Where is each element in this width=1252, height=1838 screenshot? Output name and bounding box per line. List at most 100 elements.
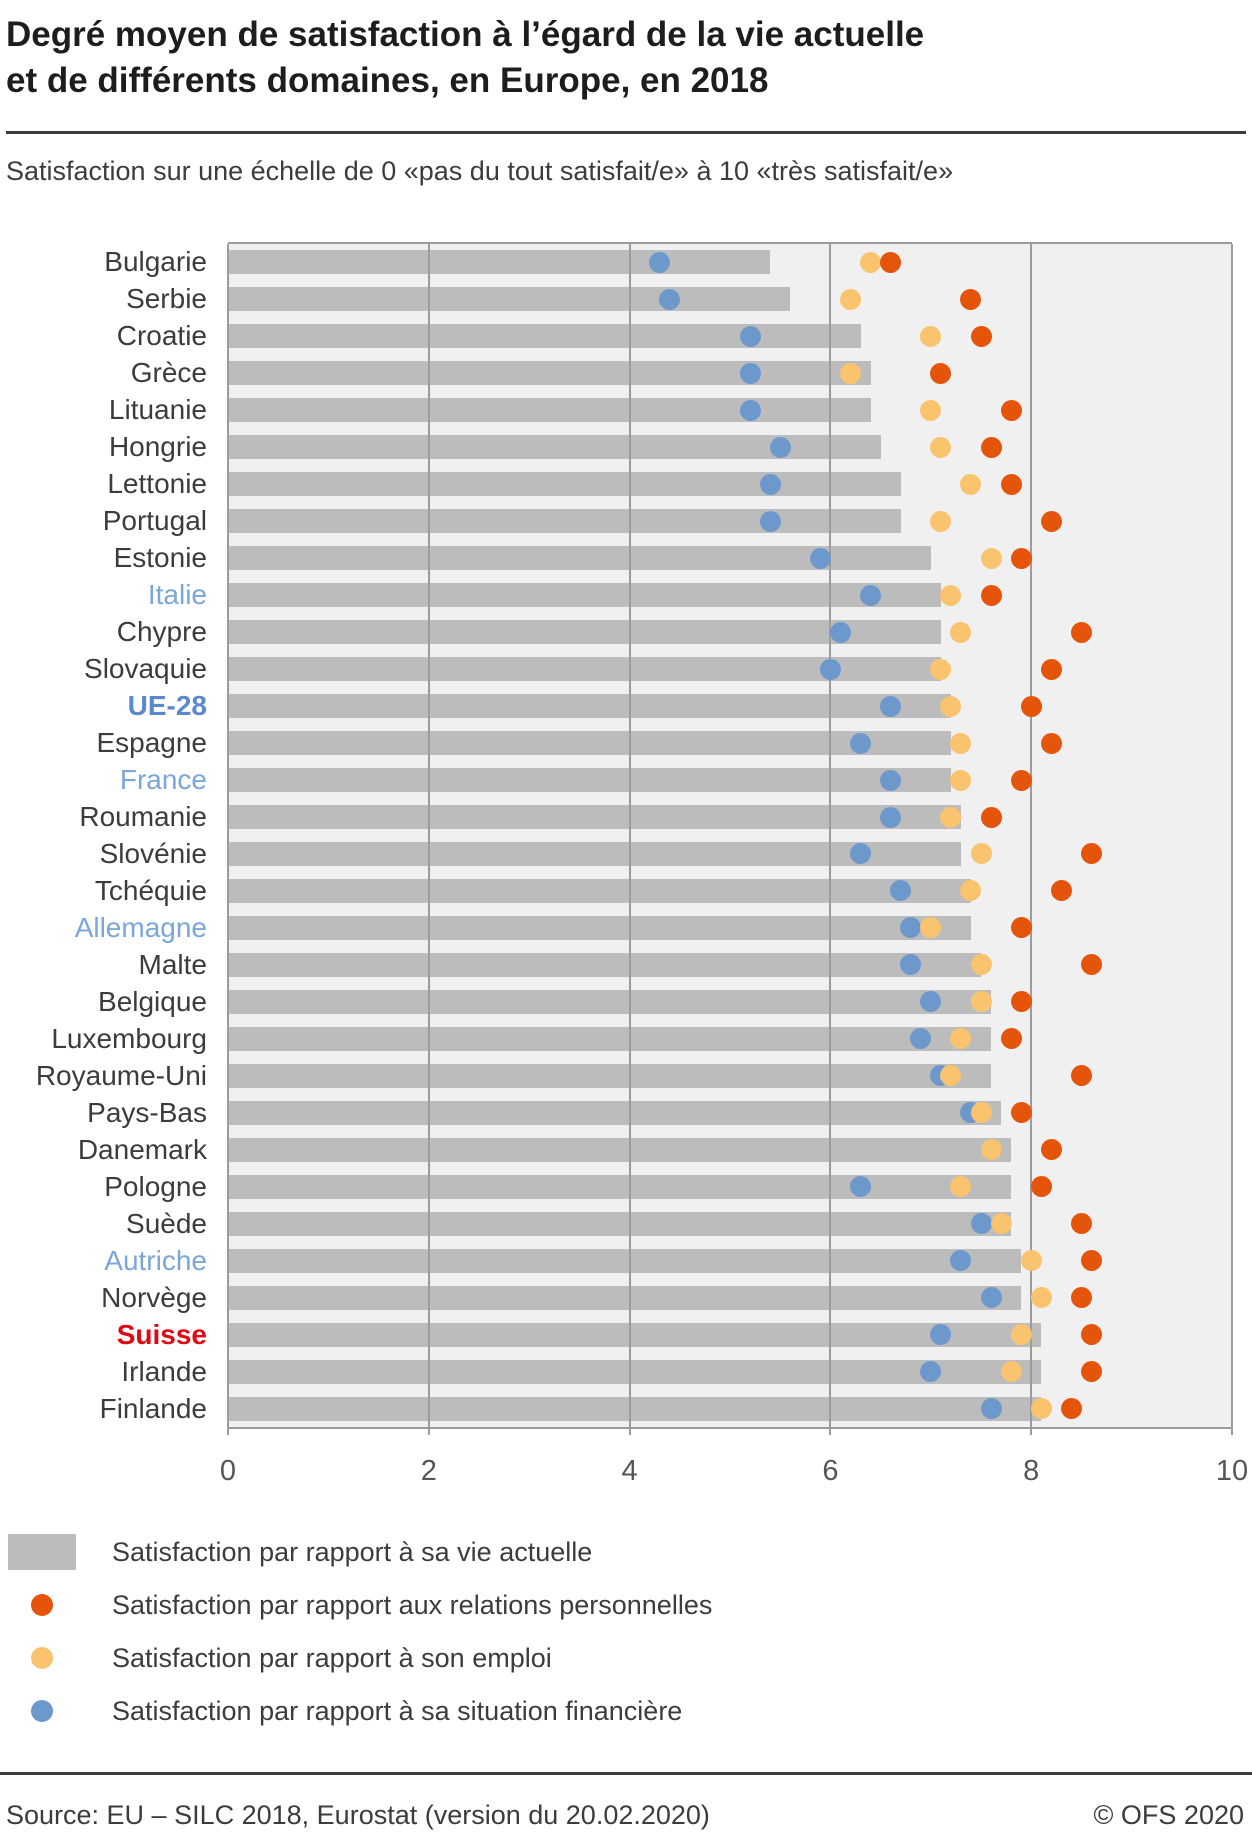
dot-financiere [759, 510, 781, 532]
bar-vie-actuelle [228, 1137, 1012, 1162]
bar-vie-actuelle [228, 1322, 1042, 1347]
legend-item: Satisfaction par rapport à sa vie actuel… [0, 1532, 1252, 1572]
legend-item: Satisfaction par rapport à sa situation … [0, 1691, 1252, 1731]
legend-dot-swatch [31, 1594, 53, 1616]
dot-financiere [880, 806, 902, 828]
dot-relations [1080, 954, 1102, 976]
dot-relations [1040, 732, 1062, 754]
bar-vie-actuelle [228, 398, 871, 423]
dot-relations [880, 251, 902, 273]
dot-emploi [860, 251, 882, 273]
x-axis-label: 4 [621, 1455, 638, 1487]
bar-vie-actuelle [228, 915, 971, 940]
gridline [227, 244, 229, 1427]
dot-emploi [1010, 1324, 1032, 1346]
chart-title-line1: Degré moyen de satisfaction à l’égard de… [6, 15, 925, 54]
footer-copyright: © OFS 2020 [1093, 1800, 1244, 1830]
dot-financiere [759, 473, 781, 495]
legend-label: Satisfaction par rapport à sa vie actuel… [112, 1537, 593, 1567]
dot-financiere [809, 547, 831, 569]
bar-vie-actuelle [228, 250, 771, 275]
dot-financiere [950, 1250, 972, 1272]
country-label: Belgique [98, 985, 207, 1017]
dot-emploi [930, 658, 952, 680]
dot-emploi [930, 436, 952, 458]
x-axis-label: 6 [822, 1455, 839, 1487]
dot-financiere [739, 325, 761, 347]
x-axis-label: 8 [1023, 1455, 1040, 1487]
dot-relations [1000, 1028, 1022, 1050]
x-axis-label: 2 [420, 1455, 437, 1487]
country-label: France [119, 764, 207, 796]
country-label: Italie [147, 579, 207, 611]
dot-emploi [920, 917, 942, 939]
bar-vie-actuelle [228, 841, 961, 866]
axis-tick [427, 1427, 430, 1435]
bar-vie-actuelle [228, 1026, 992, 1051]
dot-relations [1010, 991, 1032, 1013]
country-label: Norvège [101, 1281, 207, 1313]
bar-vie-actuelle [228, 324, 861, 349]
axis-tick [1231, 1427, 1233, 1435]
bar-vie-actuelle [228, 768, 951, 793]
footer-rule [0, 1772, 1252, 1775]
dot-relations [1000, 473, 1022, 495]
dot-emploi [990, 1213, 1012, 1235]
dot-financiere [739, 362, 761, 384]
country-label: Slovaquie [84, 653, 207, 685]
gridline [1231, 244, 1233, 1427]
dot-financiere [880, 769, 902, 791]
bar-vie-actuelle [228, 1211, 1012, 1236]
dot-financiere [739, 399, 761, 421]
dot-emploi [960, 473, 982, 495]
bar-vie-actuelle [228, 287, 791, 312]
dot-relations [930, 362, 952, 384]
dot-financiere [860, 584, 882, 606]
country-label: Allemagne [74, 911, 207, 943]
dot-relations [960, 288, 982, 310]
dot-relations [1080, 1361, 1102, 1383]
dot-emploi [930, 510, 952, 532]
dot-relations [1080, 1250, 1102, 1272]
plot-border-top [228, 242, 1232, 244]
dot-relations [1080, 1324, 1102, 1346]
dot-relations [980, 436, 1002, 458]
gridline [427, 244, 430, 1427]
country-label: Irlande [121, 1355, 207, 1387]
dot-emploi [950, 1176, 972, 1198]
dot-emploi [839, 362, 861, 384]
dot-financiere [930, 1324, 952, 1346]
dot-relations [980, 584, 1002, 606]
dot-financiere [769, 436, 791, 458]
dot-financiere [920, 1361, 942, 1383]
bar-vie-actuelle [228, 472, 901, 497]
dot-emploi [1030, 1398, 1052, 1420]
dot-financiere [900, 954, 922, 976]
dot-emploi [970, 1102, 992, 1124]
bar-vie-actuelle [228, 583, 941, 608]
dot-emploi [940, 584, 962, 606]
dot-emploi [940, 695, 962, 717]
bar-vie-actuelle [228, 989, 992, 1014]
gridline [1030, 244, 1033, 1427]
dot-emploi [960, 880, 982, 902]
dot-emploi [1020, 1250, 1042, 1272]
dot-relations [1070, 1287, 1092, 1309]
dot-relations [1040, 510, 1062, 532]
dot-emploi [940, 1065, 962, 1087]
country-label: UE-28 [127, 690, 207, 722]
axis-tick [1030, 1427, 1033, 1435]
country-label: Portugal [102, 505, 207, 537]
dot-relations [1010, 917, 1032, 939]
bar-vie-actuelle [228, 1285, 1022, 1310]
country-label: Pays-Bas [87, 1096, 207, 1128]
dot-relations [1070, 1065, 1092, 1087]
dot-financiere [850, 1176, 872, 1198]
axis-tick [628, 1427, 631, 1435]
chart-subtitle: Satisfaction sur une échelle de 0 «pas d… [6, 156, 954, 186]
bar-vie-actuelle [228, 1248, 1022, 1273]
dot-emploi [940, 806, 962, 828]
dot-financiere [850, 732, 872, 754]
country-label: Royaume-Uni [35, 1059, 207, 1091]
